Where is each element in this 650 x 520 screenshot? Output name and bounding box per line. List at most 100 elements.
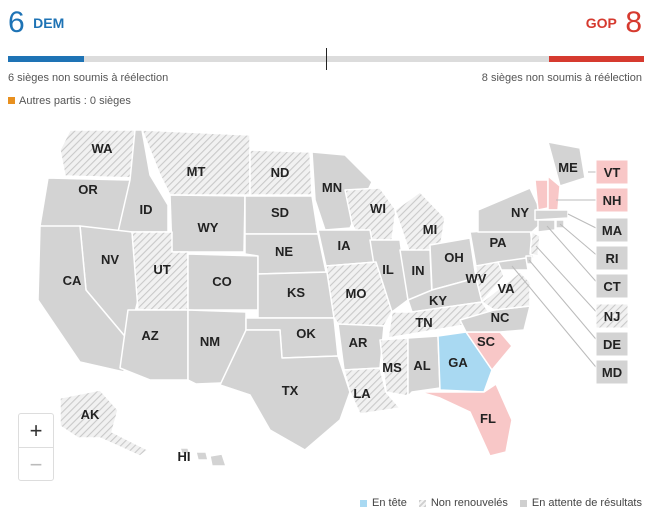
state-label-TN: TN [415, 315, 432, 330]
state-label-TX: TX [282, 383, 299, 398]
state-HI[interactable] [195, 451, 209, 461]
state-label-WV: WV [466, 271, 487, 286]
dem-bar-fill [8, 56, 85, 62]
dem-not-up-text: 6 sièges non soumis à réélection [8, 72, 169, 84]
state-label-NY: NY [511, 205, 529, 220]
zoom-out-button[interactable]: − [19, 447, 53, 481]
state-label-NE: NE [275, 244, 293, 259]
state-label-NV: NV [101, 252, 119, 267]
state-ME[interactable] [547, 141, 586, 187]
callout-label-CT: CT [603, 279, 620, 294]
state-MA[interactable] [534, 209, 569, 221]
state-label-MO: MO [346, 286, 367, 301]
callout-label-MD: MD [602, 365, 622, 380]
others-text: Autres partis : 0 sièges [19, 95, 131, 107]
state-label-AZ: AZ [141, 328, 158, 343]
zoom-in-button[interactable]: + [29, 418, 43, 443]
callout-box-NH[interactable] [595, 187, 629, 213]
dem-label: DEM [33, 15, 65, 31]
others-note: Autres partis : 0 sièges [8, 95, 131, 107]
majority-marker [326, 48, 327, 70]
callout-box-RI[interactable] [595, 245, 629, 271]
state-AZ[interactable] [119, 309, 189, 381]
legend-leading: En tête [360, 497, 407, 509]
legend-pending-swatch [519, 499, 527, 507]
state-label-MS: MS [382, 360, 402, 375]
legend-not-renewed-swatch [418, 499, 426, 507]
callout-label-DE: DE [603, 337, 621, 352]
state-label-PA: PA [489, 235, 507, 250]
dem-seat-count: 6 DEM [8, 6, 64, 40]
state-label-WY: WY [198, 220, 219, 235]
state-GA[interactable] [437, 331, 493, 393]
seat-progress-bar [8, 48, 644, 70]
state-CT[interactable] [537, 219, 556, 233]
gop-seats-number: 8 [625, 6, 642, 39]
callout-box-MA[interactable] [595, 217, 629, 243]
callout-label-VT: VT [604, 165, 621, 180]
state-label-AK: AK [81, 407, 100, 422]
state-ND[interactable] [249, 149, 313, 196]
others-swatch [8, 97, 15, 104]
state-label-GA: GA [448, 355, 468, 370]
state-AL[interactable] [407, 335, 441, 397]
callout-box-MD[interactable] [595, 359, 629, 385]
gop-bar-fill [548, 56, 644, 62]
state-label-ID: ID [140, 202, 153, 217]
legend-pending: En attente de résultats [519, 497, 642, 509]
callout-box-NJ[interactable] [595, 303, 629, 329]
legend-leading-swatch [360, 499, 367, 507]
state-label-FL: FL [480, 411, 496, 426]
callout-label-NH: NH [603, 193, 622, 208]
state-label-SD: SD [271, 205, 289, 220]
zoom-control: + − [18, 413, 54, 481]
state-NJ[interactable] [529, 231, 541, 257]
state-label-UT: UT [153, 262, 170, 277]
state-label-KY: KY [429, 293, 447, 308]
state-label-ND: ND [271, 165, 290, 180]
state-label-AR: AR [349, 335, 368, 350]
state-LA[interactable] [343, 367, 401, 415]
state-label-AL: AL [413, 358, 430, 373]
state-label-OH: OH [444, 250, 464, 265]
state-label-ME: ME [558, 160, 578, 175]
state-FL[interactable] [419, 383, 513, 457]
state-WA[interactable] [59, 129, 136, 179]
state-label-LA: LA [353, 386, 371, 401]
callout-box-CT[interactable] [595, 273, 629, 299]
gop-seat-count: GOP 8 [586, 6, 642, 40]
state-label-CA: CA [63, 273, 82, 288]
state-WV[interactable] [475, 261, 505, 303]
state-HI[interactable] [209, 453, 227, 467]
state-ID[interactable] [117, 129, 169, 233]
legend-not-renewed: Non renouvelés [418, 497, 508, 509]
state-label-KS: KS [287, 285, 305, 300]
state-label-OR: OR [78, 182, 98, 197]
state-label-MN: MN [322, 180, 342, 195]
state-HI[interactable] [179, 447, 191, 455]
state-TX[interactable] [219, 329, 351, 451]
state-label-MT: MT [187, 164, 206, 179]
state-MI[interactable] [394, 191, 446, 255]
legend-not-renewed-label: Non renouvelés [430, 497, 508, 509]
callout-label-MA: MA [602, 223, 623, 238]
callout-box-VT[interactable] [595, 159, 629, 185]
legend-pending-label: En attente de résultats [531, 497, 642, 509]
callout-label-NJ: NJ [604, 309, 621, 324]
state-MT[interactable] [141, 129, 251, 196]
state-label-WA: WA [92, 141, 114, 156]
state-label-NM: NM [200, 334, 220, 349]
state-label-IN: IN [412, 263, 425, 278]
state-label-IA: IA [338, 238, 352, 253]
state-label-OK: OK [296, 326, 316, 341]
callout-label-RI: RI [606, 251, 619, 266]
state-label-VA: VA [497, 281, 515, 296]
callout-box-DE[interactable] [595, 331, 629, 357]
state-label-IL: IL [382, 262, 394, 277]
state-label-SC: SC [477, 334, 496, 349]
state-label-CO: CO [212, 274, 232, 289]
state-VT[interactable] [534, 179, 549, 211]
state-AK[interactable] [59, 389, 149, 457]
state-VA[interactable] [481, 271, 531, 311]
